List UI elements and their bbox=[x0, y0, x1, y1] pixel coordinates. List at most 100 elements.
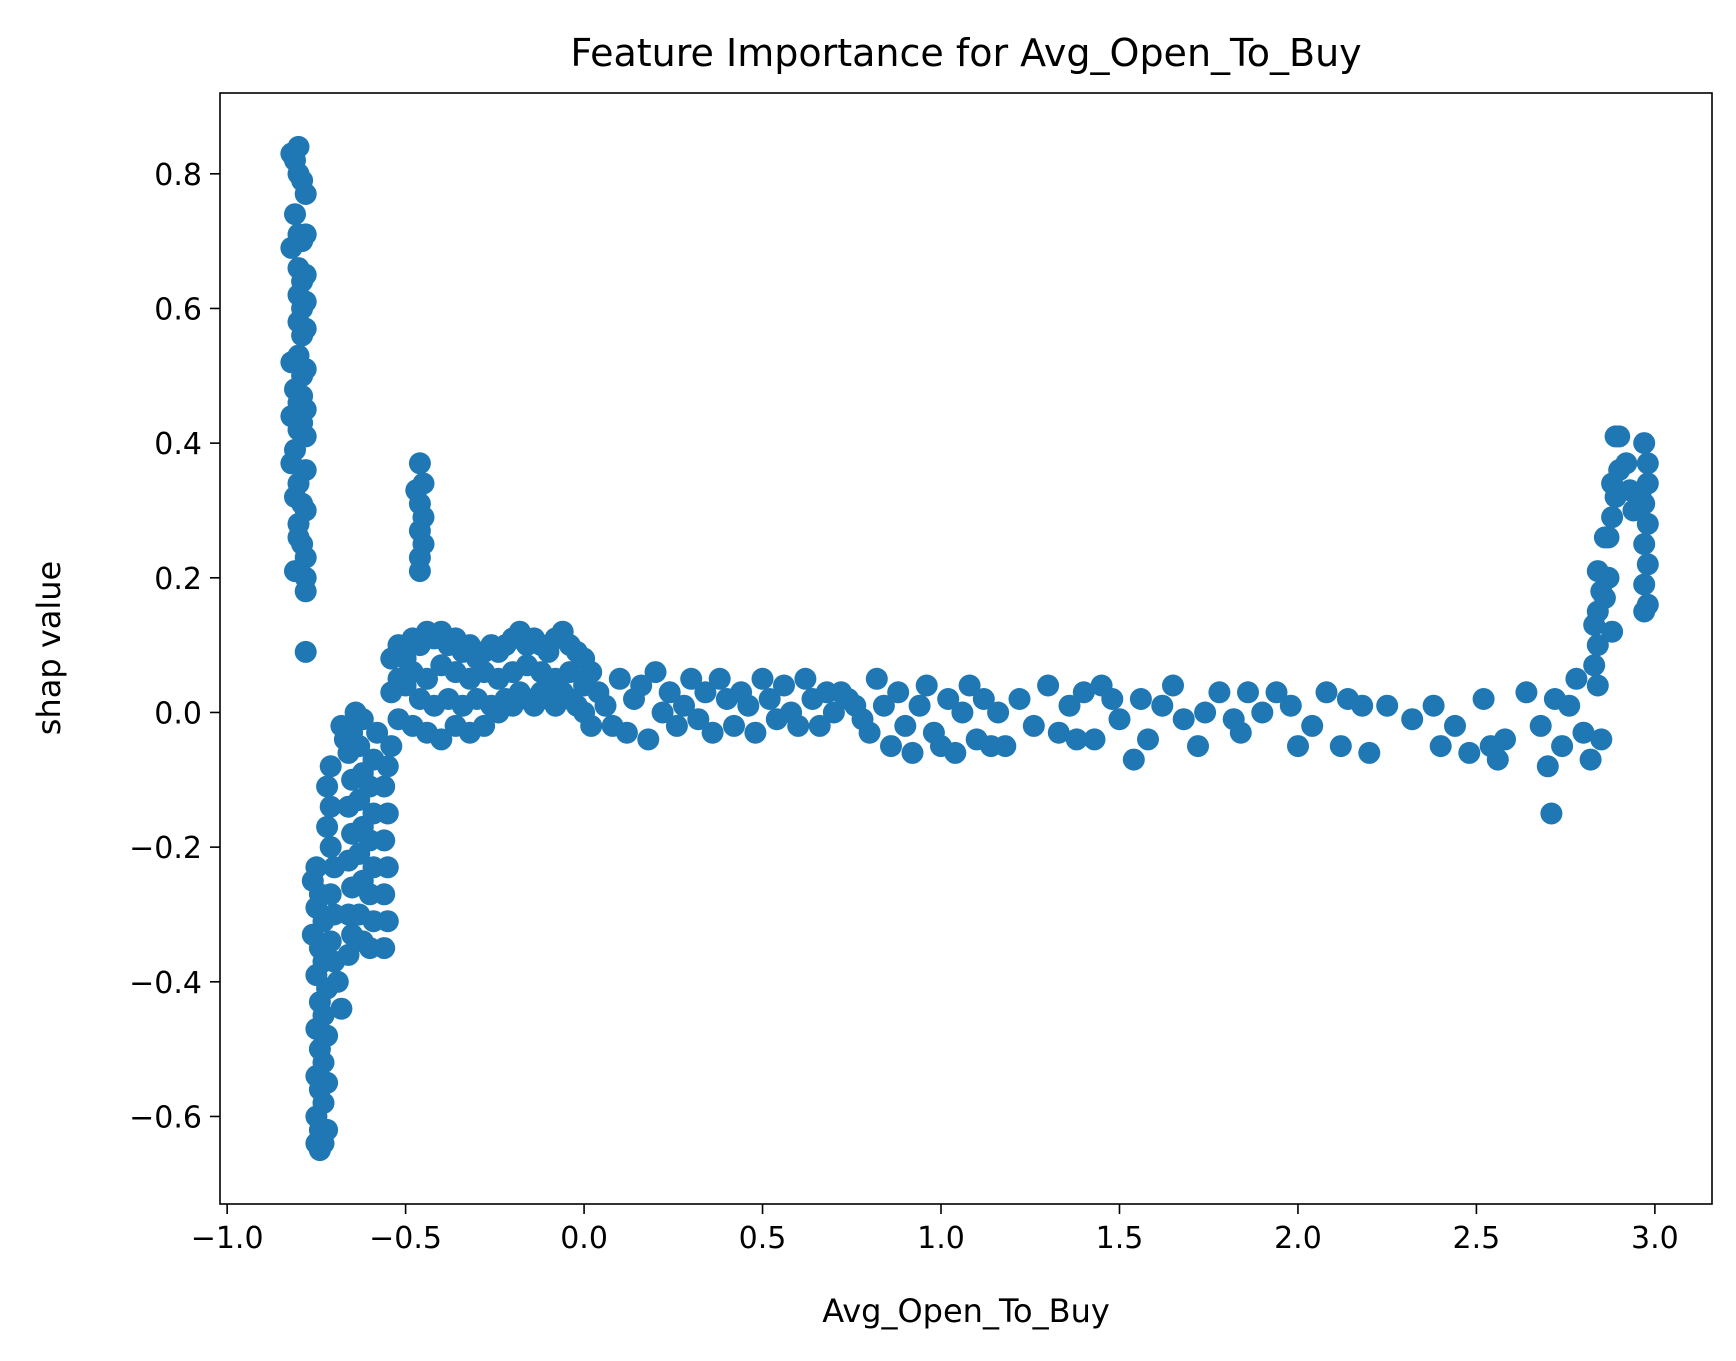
data-point bbox=[687, 708, 710, 731]
data-point bbox=[294, 183, 317, 205]
data-point bbox=[558, 661, 581, 684]
data-point bbox=[1401, 708, 1424, 731]
x-tick-label: −1.0 bbox=[191, 1221, 264, 1256]
data-point bbox=[1351, 694, 1374, 717]
data-point bbox=[294, 290, 317, 313]
data-point bbox=[865, 667, 888, 690]
data-point bbox=[1251, 701, 1274, 724]
data-point bbox=[1329, 735, 1352, 758]
data-point bbox=[376, 856, 399, 879]
data-point bbox=[408, 560, 431, 583]
data-point bbox=[1129, 688, 1152, 710]
data-point bbox=[787, 714, 810, 737]
data-point bbox=[673, 694, 695, 717]
data-point bbox=[373, 937, 396, 960]
data-point bbox=[408, 452, 431, 475]
data-point bbox=[1172, 708, 1195, 731]
data-point bbox=[958, 674, 981, 697]
data-point bbox=[1065, 728, 1088, 751]
data-point bbox=[694, 681, 717, 704]
data-point bbox=[1636, 553, 1659, 576]
data-point bbox=[294, 263, 317, 286]
data-point bbox=[1608, 425, 1631, 448]
data-point bbox=[337, 943, 360, 966]
x-tick-label: −0.5 bbox=[369, 1221, 442, 1256]
data-point bbox=[1579, 748, 1602, 771]
data-point bbox=[594, 694, 617, 717]
data-point bbox=[1162, 674, 1184, 697]
data-point bbox=[1194, 701, 1217, 724]
data-point bbox=[1593, 587, 1616, 609]
data-point bbox=[284, 203, 306, 226]
data-point bbox=[1590, 728, 1613, 751]
data-point bbox=[894, 714, 917, 737]
data-point bbox=[651, 701, 674, 724]
data-point bbox=[319, 883, 342, 906]
plot-area-frame bbox=[219, 92, 1713, 1205]
data-point bbox=[1515, 681, 1538, 704]
x-axis-ticks: −1.0 −0.5 0.0 0.5 1.0 1.5 2.0 2.5 3.0 bbox=[191, 1204, 1679, 1256]
data-point bbox=[376, 755, 399, 778]
y-tick-label: 0.8 bbox=[154, 158, 202, 193]
x-tick-label: 3.0 bbox=[1631, 1221, 1679, 1256]
data-point bbox=[1315, 681, 1338, 704]
data-point bbox=[287, 135, 310, 158]
y-tick-label: 0.4 bbox=[154, 427, 202, 462]
data-point bbox=[751, 667, 774, 690]
data-point bbox=[294, 358, 317, 381]
data-point bbox=[326, 970, 349, 993]
data-point bbox=[305, 856, 328, 879]
data-point bbox=[1037, 674, 1060, 697]
data-point bbox=[937, 688, 960, 710]
x-tick-label: 0.0 bbox=[560, 1221, 608, 1256]
data-point bbox=[951, 701, 974, 724]
data-point bbox=[744, 721, 767, 744]
data-point bbox=[637, 728, 660, 751]
data-point bbox=[1122, 748, 1145, 771]
data-point bbox=[723, 714, 745, 737]
data-point bbox=[1565, 667, 1588, 690]
data-point bbox=[294, 317, 317, 340]
data-point bbox=[316, 775, 339, 798]
data-point bbox=[373, 829, 396, 852]
data-point bbox=[1633, 600, 1656, 623]
data-point bbox=[615, 721, 638, 744]
data-point bbox=[1358, 741, 1381, 764]
data-point bbox=[412, 472, 435, 495]
data-point bbox=[330, 997, 353, 1020]
data-point bbox=[1597, 566, 1620, 589]
data-point bbox=[630, 674, 653, 697]
data-point bbox=[773, 674, 795, 697]
x-tick-label: 1.5 bbox=[1096, 1221, 1144, 1256]
y-tick-label: −0.2 bbox=[129, 831, 202, 866]
data-point bbox=[1636, 472, 1659, 495]
data-point bbox=[430, 728, 453, 751]
data-point bbox=[1633, 573, 1656, 596]
data-point bbox=[1636, 452, 1659, 475]
data-point bbox=[351, 708, 374, 731]
data-point bbox=[658, 681, 681, 704]
data-point bbox=[994, 735, 1017, 758]
data-point bbox=[1486, 748, 1509, 771]
data-point bbox=[319, 836, 342, 859]
data-point bbox=[1429, 735, 1452, 758]
x-tick-label: 2.0 bbox=[1274, 1221, 1322, 1256]
data-point bbox=[858, 721, 881, 744]
data-point bbox=[1472, 688, 1495, 710]
data-point bbox=[1572, 721, 1595, 744]
data-point bbox=[294, 223, 317, 246]
data-point bbox=[915, 674, 938, 697]
data-point bbox=[608, 667, 631, 690]
data-point bbox=[680, 667, 703, 690]
data-point bbox=[1615, 452, 1638, 475]
data-point bbox=[1151, 694, 1174, 717]
data-point bbox=[822, 701, 845, 724]
data-point bbox=[880, 735, 902, 758]
data-point bbox=[1287, 735, 1309, 758]
data-point bbox=[1237, 681, 1259, 704]
data-point bbox=[1601, 620, 1624, 643]
data-point bbox=[1008, 688, 1031, 710]
scatter-points bbox=[280, 135, 1659, 1162]
data-point bbox=[1633, 492, 1656, 515]
data-point bbox=[348, 735, 371, 758]
